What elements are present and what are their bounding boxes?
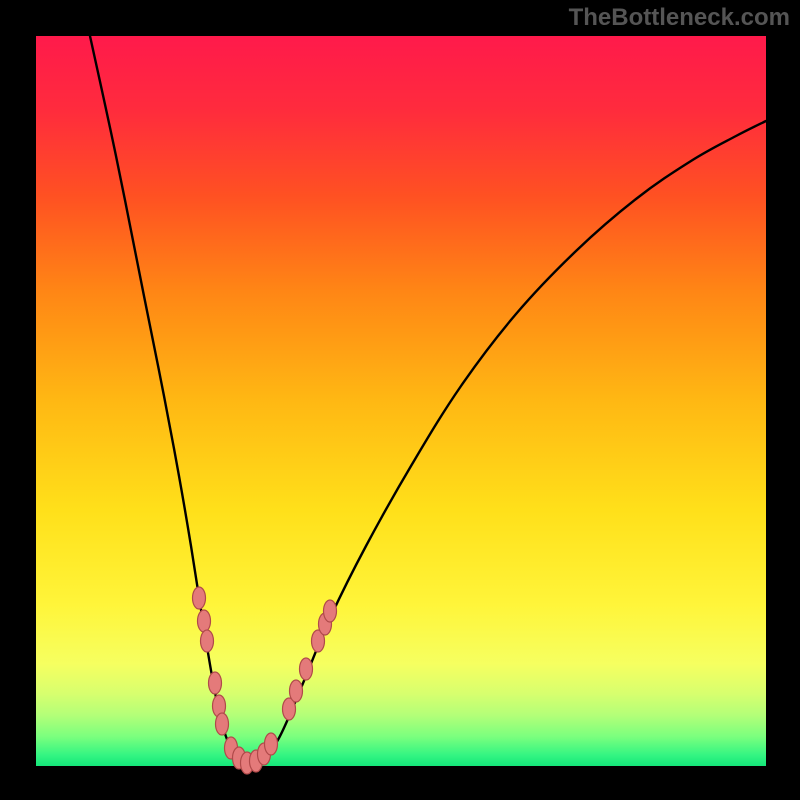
plot-area [36, 36, 766, 766]
data-marker [324, 600, 337, 622]
data-marker [290, 680, 303, 702]
chart-root: TheBottleneck.com [0, 0, 800, 800]
bottleneck-curve [90, 36, 766, 764]
marker-group [193, 587, 337, 774]
data-marker [265, 733, 278, 755]
data-marker [216, 713, 229, 735]
data-marker [209, 672, 222, 694]
curve-layer [36, 36, 766, 766]
data-marker [201, 630, 214, 652]
data-marker [300, 658, 313, 680]
watermark-text: TheBottleneck.com [569, 4, 790, 32]
data-marker [193, 587, 206, 609]
data-marker [198, 610, 211, 632]
